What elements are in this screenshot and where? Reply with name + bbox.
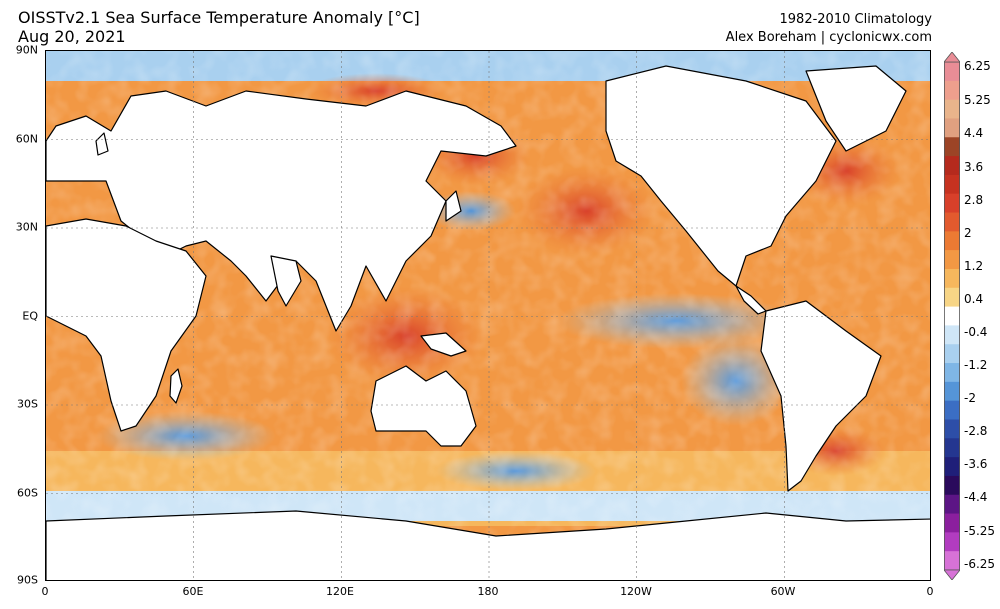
colorbar <box>944 52 960 580</box>
author-text: Alex Boreham | cyclonicwx.com <box>725 30 932 45</box>
colorbar-segment <box>944 438 960 458</box>
graticule <box>46 51 930 580</box>
colorbar-top-arrow <box>944 52 960 63</box>
colorbar-segment <box>944 174 960 195</box>
colorbar-segment <box>944 513 960 533</box>
lon-label-60w: 60W <box>770 585 796 598</box>
lat-label-30s: 30S <box>17 397 38 411</box>
colorbar-label: -2 <box>964 391 976 405</box>
colorbar-segment <box>944 250 960 270</box>
colorbar-label: -2.8 <box>964 424 988 438</box>
lon-label-0: 0 <box>41 585 49 598</box>
colorbar-segment <box>944 494 960 515</box>
colorbar-segment <box>944 118 960 138</box>
colorbar-label: 1.2 <box>964 259 984 273</box>
colorbar-segment <box>944 344 960 364</box>
colorbar-segment <box>944 419 960 439</box>
lon-label-120w: 120W <box>620 585 652 598</box>
antarctica-land <box>46 510 930 580</box>
africa-land <box>46 218 207 432</box>
lon-label-180: 180 <box>477 585 499 598</box>
japan-land <box>445 190 462 222</box>
colorbar-label: -6.25 <box>964 557 996 571</box>
colorbar-label: 0.4 <box>964 292 984 306</box>
colorbar-segment <box>944 400 960 420</box>
colorbar-segment <box>944 231 960 251</box>
lat-label-60s: 60S <box>17 486 38 500</box>
credit-block: 1982-2010 Climatology Alex Boreham | cyc… <box>726 11 932 47</box>
colorbar-label: -4.4 <box>964 490 988 504</box>
colorbar-label: 3.6 <box>964 160 984 174</box>
colorbar-segment <box>944 212 960 232</box>
lat-label-eq: EQ <box>22 309 38 323</box>
india-land <box>270 255 302 307</box>
greenland-land <box>805 65 907 152</box>
colorbar-segment <box>944 457 960 477</box>
colorbar-segment <box>944 137 960 157</box>
colorbar-segment <box>944 306 960 326</box>
colorbar-segment <box>944 475 960 496</box>
date-text: Aug 20, 2021 <box>18 27 126 46</box>
uk-land <box>95 132 109 156</box>
colorbar-label: 5.25 <box>964 93 991 107</box>
colorbar-segment <box>944 551 960 571</box>
map-title: OISSTv2.1 Sea Surface Temperature Anomal… <box>18 8 420 46</box>
colorbar-label: 4.4 <box>964 126 984 140</box>
colorbar-segment <box>944 62 960 82</box>
colorbar-label: 6.25 <box>964 59 991 73</box>
sst-anomaly-map <box>45 50 931 581</box>
colorbar-segment <box>944 363 960 383</box>
colorbar-segment <box>944 193 960 214</box>
lat-label-60n: 60N <box>15 132 38 146</box>
colorbar-segment <box>944 268 960 289</box>
lon-label-60e: 60E <box>182 585 204 598</box>
lat-label-30n: 30N <box>15 220 38 234</box>
colorbar-label: -5.25 <box>964 524 996 538</box>
australia-land <box>370 365 477 447</box>
colorbar-label: -3.6 <box>964 457 988 471</box>
lon-label-0-end: 0 <box>926 585 934 598</box>
colorbar-label: -1.2 <box>964 358 988 372</box>
colorbar-label: 2 <box>964 226 972 240</box>
land-masses <box>46 65 930 580</box>
north-america-land <box>605 65 837 287</box>
colorbar-segment <box>944 325 960 345</box>
colorbar-segment <box>944 99 960 119</box>
colorbar-segment <box>944 80 960 101</box>
colorbar-segment <box>944 156 960 176</box>
lat-label-90n: 90N <box>15 43 38 57</box>
lon-label-120e: 120E <box>326 585 354 598</box>
south-america-land <box>760 300 882 492</box>
colorbar-label: 2.8 <box>964 193 984 207</box>
colorbar-segment <box>944 381 960 402</box>
colorbar-bottom-arrow <box>944 569 960 580</box>
lat-label-90s: 90S <box>17 573 38 587</box>
colorbar-segment <box>944 532 960 552</box>
colorbar-label: -0.4 <box>964 325 988 339</box>
climatology-text: 1982-2010 Climatology <box>779 12 932 27</box>
colorbar-segment <box>944 287 960 308</box>
madagascar-land <box>169 368 183 404</box>
central-america-land <box>735 285 767 315</box>
new-guinea-land <box>420 332 467 357</box>
title-text: OISSTv2.1 Sea Surface Temperature Anomal… <box>18 8 420 27</box>
